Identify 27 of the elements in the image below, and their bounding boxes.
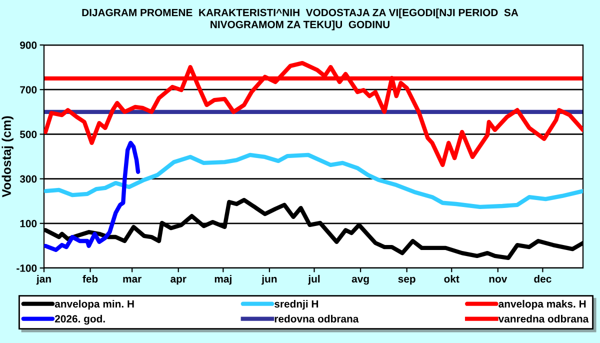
x-tick-label: jun (261, 274, 277, 285)
legend-label: redovna odbrana (274, 314, 359, 323)
x-tick-label: okt (444, 274, 460, 283)
x-tick-label: dec (534, 274, 552, 283)
x-tick-label: feb (82, 274, 98, 283)
legend-label: vanredna odbrana (498, 314, 589, 323)
legend-label: anvelopa maks. H (498, 300, 586, 310)
x-tick-label: mar (123, 276, 142, 283)
legend-label: anvelopa min. H (54, 300, 134, 310)
x-tick-label: maj (214, 274, 232, 285)
x-tick-label: jan (36, 274, 51, 285)
x-tick-label: jul (308, 274, 320, 285)
x-tick-label: sep (398, 276, 416, 285)
y-tick-label: 100 (20, 220, 37, 228)
x-tick-label: avg (352, 276, 369, 285)
y-tick-label: 900 (20, 42, 37, 49)
legend-label: srednji H (274, 300, 318, 310)
x-tick-label: apr (170, 276, 186, 285)
legend-label: 2026. god. (54, 314, 105, 325)
y-axis-title: Vodostaj (cm) (2, 116, 14, 198)
y-tick-label: -100 (16, 264, 37, 272)
line-series (44, 140, 140, 252)
y-tick-label: 300 (20, 175, 37, 183)
y-tick-label: 500 (20, 130, 37, 138)
x-tick-label: nov (489, 276, 508, 283)
chart-title: DIJAGRAM PROMENE KARAKTERISTI^NIH VODOSTAJA ZA VI[EGODI[NJI PERIOD SA NIVOGRAMOM ZA TEKU]U GODINU (82, 8, 518, 30)
y-tick-label: 700 (20, 86, 37, 94)
